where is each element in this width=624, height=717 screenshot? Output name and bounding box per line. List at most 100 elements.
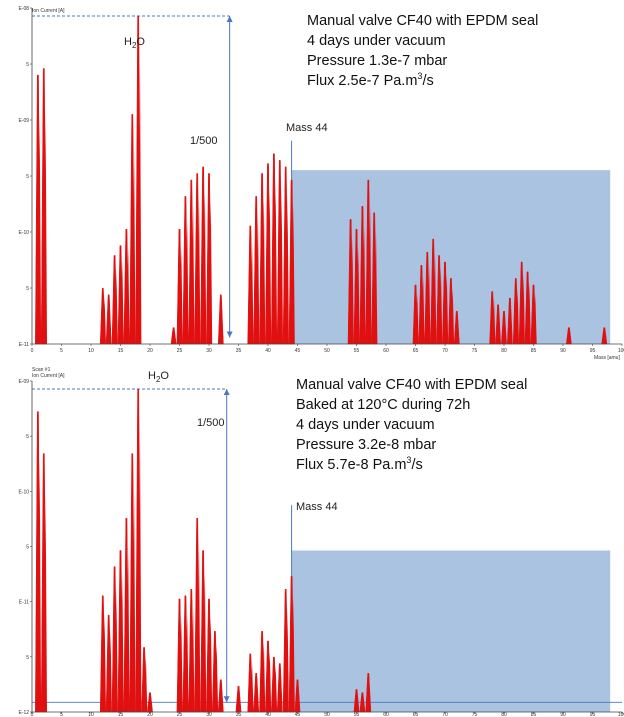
peak-shoulder-29 xyxy=(203,193,207,344)
y-tick-label: E-11 xyxy=(19,342,29,348)
top-spectrum-panel: Ion Current [A] E-08 5 E-09 5 E-10 5 E-110 5 10 1… xyxy=(18,6,624,361)
x-tick-label: 85 xyxy=(531,712,537,717)
x-tick-label: 55 xyxy=(354,712,360,717)
note-line-3: 4 days under vacuum xyxy=(296,417,435,433)
x-tick-label: 10 xyxy=(88,712,94,717)
x-tick-label: 20 xyxy=(147,712,153,717)
peak-shoulder-58 xyxy=(374,232,378,344)
note-line-1: Manual valve CF40 with EPDM seal xyxy=(296,377,527,393)
x-tick-label: 65 xyxy=(413,348,419,354)
peak-shoulder-83 xyxy=(522,274,525,344)
x-axis-title: Mass [amu] xyxy=(594,355,620,361)
ratio-arrow-head-bottom xyxy=(223,696,230,703)
x-tick-label: 50 xyxy=(324,348,330,354)
x-tick-label: 35 xyxy=(236,712,242,717)
mass-44-label: Mass 44 xyxy=(286,122,328,134)
x-tick-label: 75 xyxy=(472,348,478,354)
peak-shoulder-19 xyxy=(144,657,148,712)
peak-shoulder-67 xyxy=(427,265,431,344)
x-tick-label: 90 xyxy=(560,348,566,354)
peak-shoulder-12 xyxy=(103,296,106,344)
y-tick-label: E-12 xyxy=(18,710,29,716)
x-tick-label: 30 xyxy=(206,712,212,717)
peak-shoulder-13 xyxy=(109,629,112,712)
ratio-arrow-head-top xyxy=(223,389,230,395)
x-tick-label: 95 xyxy=(590,348,596,354)
peak-shoulder-29 xyxy=(203,574,207,712)
y-tick-label: 5 xyxy=(26,434,29,440)
peak-mass-20 xyxy=(147,692,153,713)
peak-shoulder-14 xyxy=(115,588,118,712)
x-tick-label: 30 xyxy=(206,348,212,354)
x-tick-label: 5 xyxy=(60,348,63,354)
peak-shoulder-85 xyxy=(533,293,537,344)
x-tick-label: 65 xyxy=(413,712,419,717)
peak-mass-38 xyxy=(253,672,260,713)
x-tick-label: 10 xyxy=(88,348,94,354)
peak-shoulder-43 xyxy=(286,193,289,344)
x-tick-label: 70 xyxy=(442,712,448,717)
y-tick-label: E-10 xyxy=(18,230,29,236)
peak-shoulder-78 xyxy=(492,299,496,344)
peak-shoulder-69 xyxy=(439,268,443,344)
x-tick-label: 80 xyxy=(501,712,507,717)
ratio-arrow-head-top xyxy=(226,16,233,22)
ratio-label: 1/500 xyxy=(197,417,225,429)
x-tick-label: 95 xyxy=(590,712,596,717)
note-line-4: Flux 2.5e-7 Pa.m3/s xyxy=(307,71,434,89)
peak-shoulder-40 xyxy=(268,651,272,712)
peak-shoulder-31 xyxy=(215,643,219,712)
peak-shoulder-2 xyxy=(44,109,47,344)
peak-shoulder-70 xyxy=(445,274,449,344)
peak-mass-32 xyxy=(217,679,224,713)
x-tick-label: 40 xyxy=(265,712,271,717)
peak-shoulder-28 xyxy=(197,199,201,344)
peak-shoulder-1 xyxy=(38,115,42,344)
y-tick-label: 5 xyxy=(26,174,29,180)
peak-shoulder-43 xyxy=(286,607,289,712)
scan-label: Scan #1 xyxy=(32,367,51,373)
x-tick-label: 75 xyxy=(472,712,478,717)
x-tick-label: 25 xyxy=(177,712,183,717)
peak-shoulder-17 xyxy=(132,148,136,344)
peak-mass-24 xyxy=(170,327,177,345)
bottom-spectrum-panel: Scan #1 Ion Current [A] E-09 5 E-10 5 E-11 5 E… xyxy=(18,367,624,717)
peak-shoulder-44 xyxy=(292,596,295,712)
x-tick-label: 25 xyxy=(177,348,183,354)
x-tick-label: 40 xyxy=(265,348,271,354)
peak-shoulder-17 xyxy=(132,492,136,712)
peak-shoulder-42 xyxy=(280,187,283,344)
note-line-2: Baked at 120°C during 72h xyxy=(296,397,470,413)
x-tick-label: 5 xyxy=(60,712,63,717)
peak-shoulder-26 xyxy=(185,218,189,344)
y-tick-label: E-09 xyxy=(18,118,29,124)
peak-shoulder-39 xyxy=(262,199,266,344)
peak-shoulder-57 xyxy=(368,204,372,344)
peak-shoulder-68 xyxy=(433,254,437,344)
x-tick-label: 45 xyxy=(295,712,301,717)
y-tick-label: E-11 xyxy=(19,600,29,606)
x-tick-label: 45 xyxy=(295,348,301,354)
x-tick-label: 15 xyxy=(118,348,124,354)
peak-mass-35 xyxy=(235,685,242,713)
notes-block: Manual valve CF40 with EPDM seal Baked a… xyxy=(296,377,527,473)
x-tick-label: 20 xyxy=(147,348,153,354)
x-tick-label: 80 xyxy=(501,348,507,354)
y-tick-label: 5 xyxy=(26,545,29,551)
h2o-label: H2O xyxy=(148,370,169,384)
peak-mass-13 xyxy=(105,294,112,345)
peak-shoulder-39 xyxy=(262,643,266,712)
peak-shoulder-26 xyxy=(185,613,189,712)
peak-shoulder-16 xyxy=(126,246,130,344)
peak-shoulder-27 xyxy=(191,204,195,344)
peak-shoulder-18 xyxy=(138,65,142,344)
peak-shoulder-16 xyxy=(126,547,130,712)
x-tick-label: 90 xyxy=(560,712,566,717)
peak-shoulder-44 xyxy=(292,204,295,344)
peak-shoulder-2 xyxy=(44,492,47,712)
note-line-4: Pressure 3.2e-8 mbar xyxy=(296,437,436,453)
peak-shoulder-38 xyxy=(256,218,260,344)
x-tick-label: 50 xyxy=(324,712,330,717)
peak-shoulder-28 xyxy=(197,547,201,712)
x-tick-label: 60 xyxy=(383,712,389,717)
